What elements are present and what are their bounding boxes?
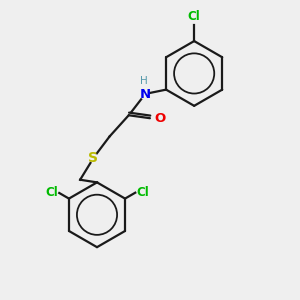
Text: H: H (140, 76, 148, 86)
Text: O: O (154, 112, 166, 125)
Text: S: S (88, 151, 98, 165)
Text: Cl: Cl (188, 10, 200, 22)
Text: Cl: Cl (137, 186, 149, 199)
Text: N: N (140, 88, 151, 100)
Text: Cl: Cl (45, 187, 58, 200)
